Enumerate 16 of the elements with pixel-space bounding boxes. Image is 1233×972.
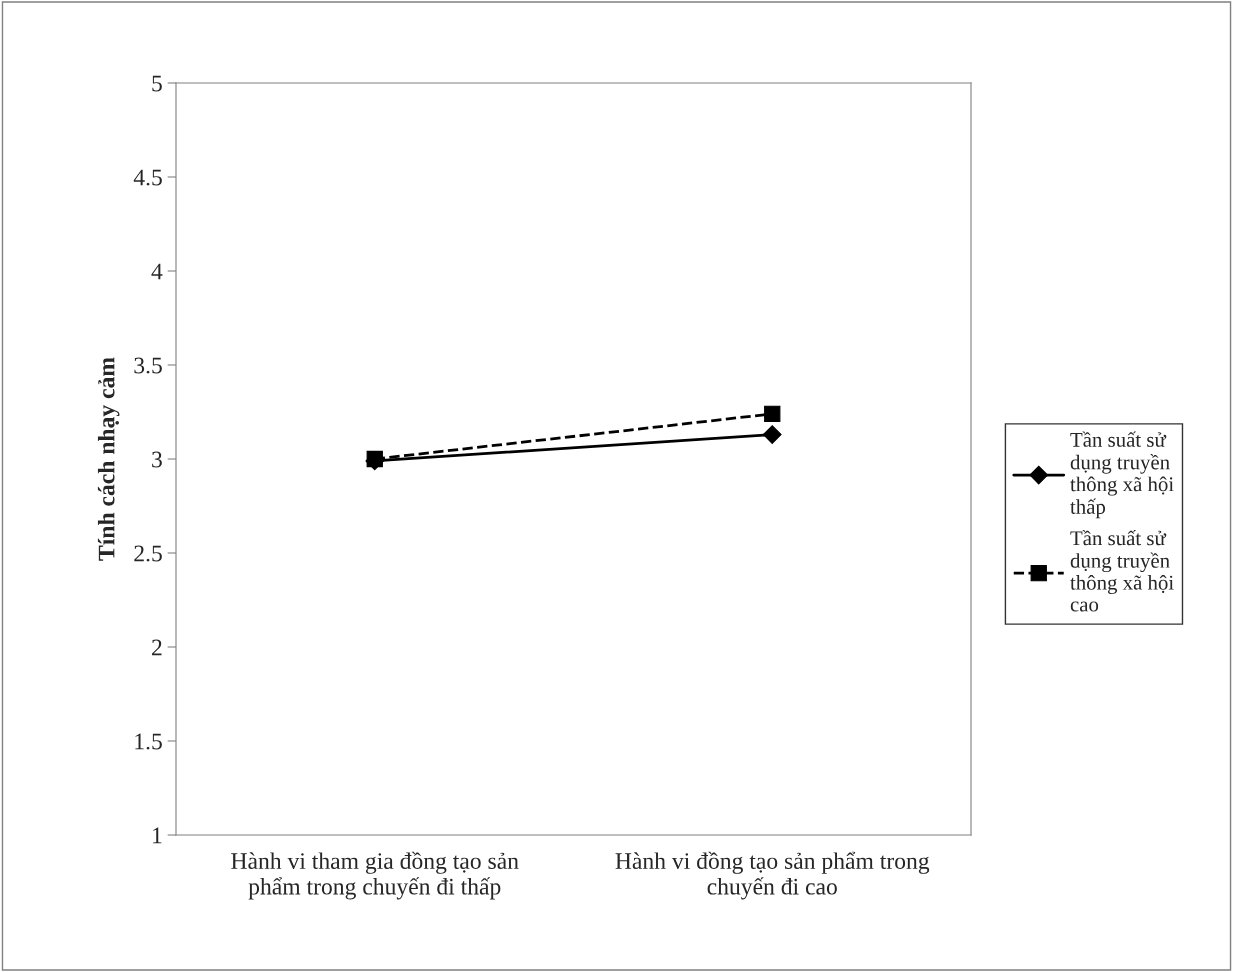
y-tick-label: 2 bbox=[152, 639, 162, 656]
legend-label: Tần suất sử dụng truyền thông xã hội thấp bbox=[1070, 431, 1174, 519]
y-tick-label: 3 bbox=[152, 451, 162, 468]
y-tick-label: 4.5 bbox=[133, 169, 162, 186]
y-tick-label: 2.5 bbox=[134, 545, 162, 562]
y-tick-label: 1.5 bbox=[135, 733, 162, 750]
point bbox=[762, 425, 782, 444]
x-tick-label: Hành vi tham gia đồng tạo sản phẩm trong chuyến đi thấp bbox=[231, 851, 519, 900]
y-tick-label: 1 bbox=[153, 827, 162, 844]
point bbox=[764, 405, 781, 423]
x-tick-label: Hành vi đồng tạo sản phẩm trong chuyến đi cao bbox=[615, 851, 930, 900]
y-axis-title: Tính cách nhạy cảm bbox=[97, 357, 120, 561]
legend-label: Tần suất sử dụng truyền thông xã hội cao bbox=[1070, 530, 1174, 612]
y-tick-label: 5 bbox=[152, 75, 162, 92]
y-tick-label: 4 bbox=[151, 263, 163, 280]
y-tick-label: 3.5 bbox=[134, 357, 162, 374]
